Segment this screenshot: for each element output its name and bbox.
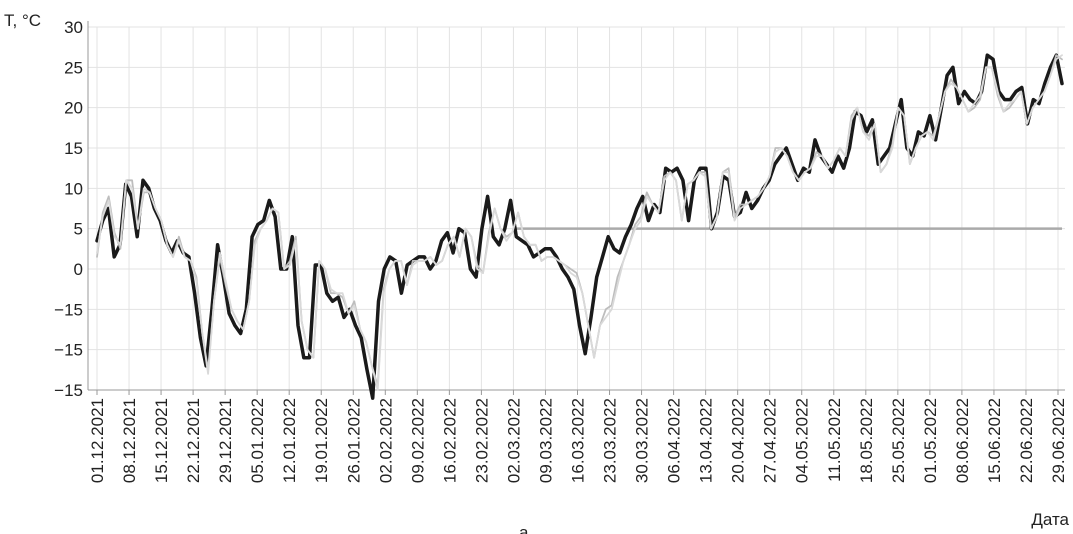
x-tick-label: 01.12.2021 [88, 398, 107, 483]
x-tick-label: 09.02.2022 [408, 398, 427, 483]
y-tick-label: −15 [54, 300, 83, 319]
y-tick-label: −15 [54, 341, 83, 360]
x-tick-label: 23.02.2022 [472, 398, 491, 483]
x-tick-label: 09.03.2022 [536, 398, 555, 483]
x-tick-label: 06.04.2022 [665, 398, 684, 483]
x-tick-label: 29.06.2022 [1049, 398, 1068, 483]
x-tick-label: 08.12.2021 [120, 398, 139, 483]
x-tick-label: 02.02.2022 [376, 398, 395, 483]
y-tick-label: 30 [64, 18, 83, 37]
x-tick-label: 01.05.2022 [921, 398, 940, 483]
x-tick-label: 22.06.2022 [1017, 398, 1036, 483]
y-axis-label: T, °C [4, 11, 41, 30]
y-tick-label: 25 [64, 58, 83, 77]
x-tick-label: 16.03.2022 [569, 398, 588, 483]
series-line-3 [96, 54, 1063, 391]
figure-caption: а [519, 523, 529, 534]
x-tick-label: 04.05.2022 [793, 398, 812, 483]
x-tick-label: 08.06.2022 [953, 398, 972, 483]
y-tick-label: 0 [74, 260, 83, 279]
x-tick-label: 27.04.2022 [761, 398, 780, 483]
x-tick-label: 19.01.2022 [312, 398, 331, 483]
x-tick-label: 05.01.2022 [248, 398, 267, 483]
x-tick-label: 02.03.2022 [504, 398, 523, 483]
x-axis-label: Дата [1031, 510, 1069, 529]
y-tick-labels: 30 25 20 15 10 5 0 −15 −15 −15 [54, 18, 83, 400]
x-tick-label: 30.03.2022 [633, 398, 652, 483]
x-tick-labels: 01.12.2021 08.12.2021 15.12.2021 22.12.2021… [88, 398, 1068, 483]
x-tick-label: 25.05.2022 [889, 398, 908, 483]
x-tick-label: 16.02.2022 [440, 398, 459, 483]
series-group [95, 53, 1064, 400]
y-tick-label: 5 [74, 220, 83, 239]
x-tick-label: 15.06.2022 [985, 398, 1004, 483]
x-tick-label: 11.05.2022 [825, 398, 844, 482]
x-tick-label: 23.03.2022 [601, 398, 620, 483]
y-tick-label: 10 [64, 179, 83, 198]
chart-grid [88, 26, 1065, 395]
x-tick-label: 20.04.2022 [729, 398, 748, 483]
x-tick-label: 15.12.2021 [152, 398, 171, 483]
x-tick-label: 12.01.2022 [280, 398, 299, 483]
series-line-1 [95, 53, 1064, 400]
series-line-2 [96, 54, 1063, 387]
x-tick-label: 13.04.2022 [697, 398, 716, 483]
y-tick-label: −15 [54, 381, 83, 400]
x-tick-label: 29.12.2021 [216, 398, 235, 483]
x-tick-label: 26.01.2022 [344, 398, 363, 483]
x-tick-label: 22.12.2021 [184, 398, 203, 483]
y-tick-label: 20 [64, 99, 83, 118]
x-tick-label: 18.05.2022 [857, 398, 876, 483]
y-tick-label: 15 [64, 139, 83, 158]
